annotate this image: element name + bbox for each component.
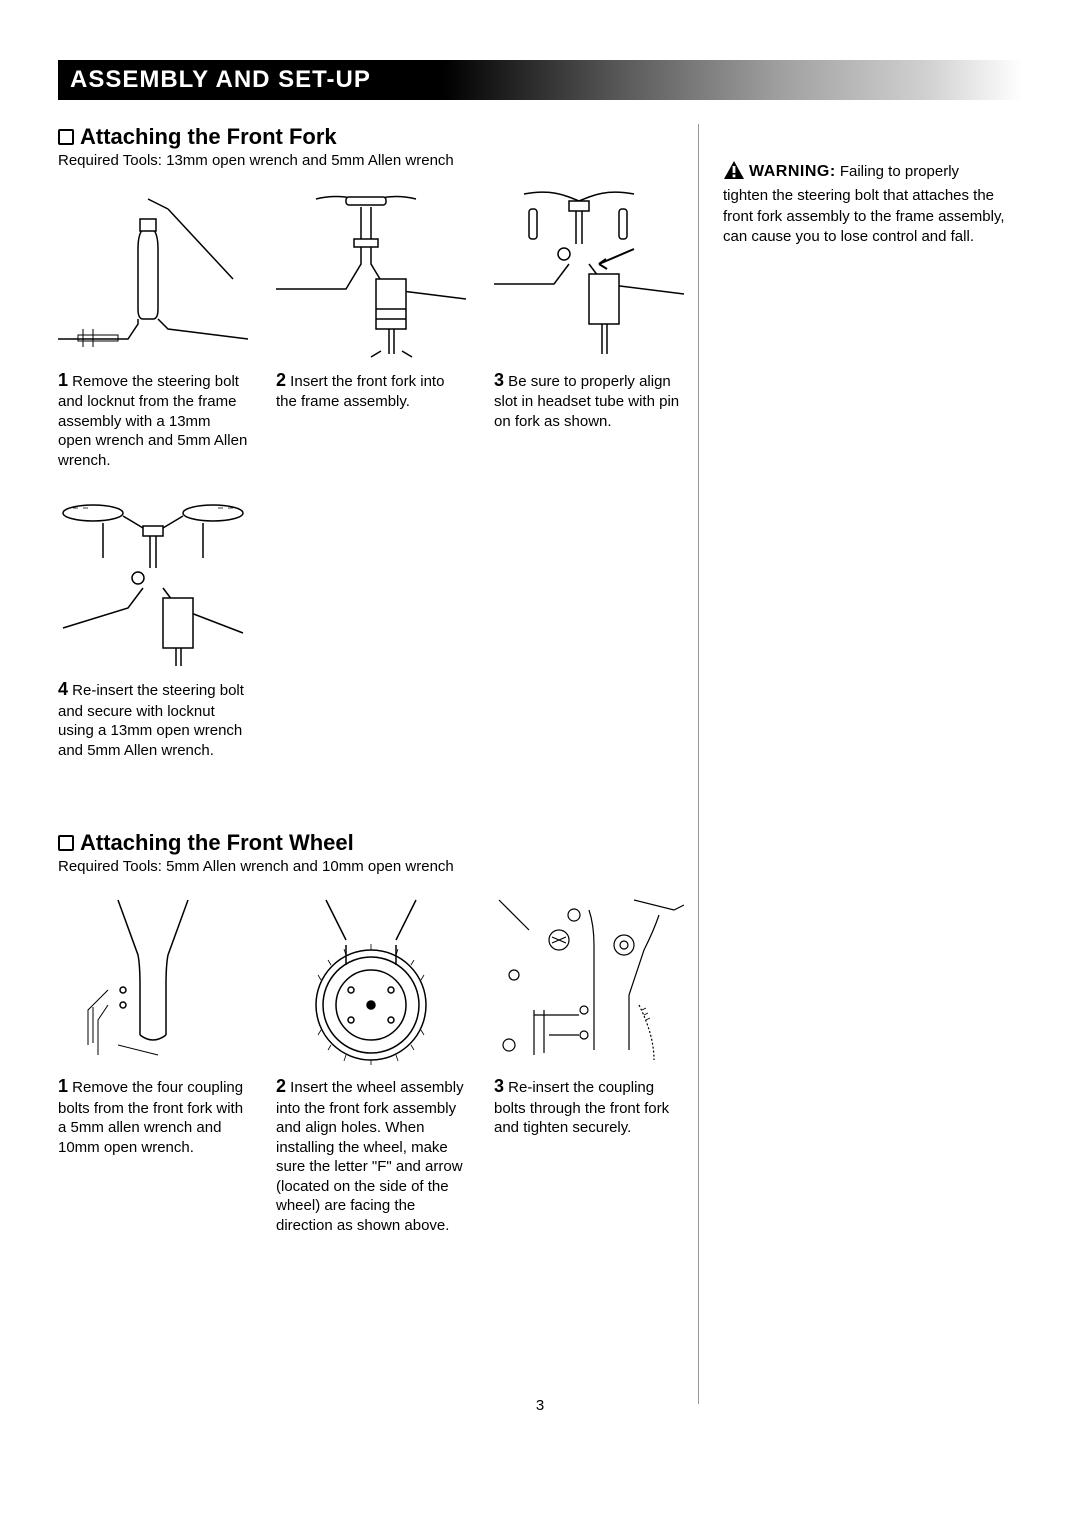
step-body: Insert the wheel assembly into the front…	[276, 1079, 464, 1233]
section1-required: Required Tools: 13mm open wrench and 5mm…	[58, 152, 688, 169]
section2-steps: 1 Remove the four coupling bolts from th…	[58, 895, 688, 1235]
step-diagram	[58, 498, 248, 668]
section1-steps: 1 Remove the steering bolt and locknut f…	[58, 189, 688, 760]
step: 3 Re-insert the coupling bolts through t…	[494, 895, 684, 1235]
step-text: 4 Re-insert the steering bolt and secure…	[58, 678, 248, 760]
step-number: 3	[494, 1076, 504, 1096]
warning-label: WARNING:	[749, 163, 836, 180]
content-columns: Attaching the Front Fork Required Tools:…	[58, 124, 1022, 1404]
section1-title: Attaching the Front Fork	[80, 124, 337, 150]
step: 2 Insert the front fork into the frame a…	[276, 189, 466, 470]
header-bar: ASSEMBLY AND SET-UP	[58, 60, 1022, 100]
step-text: 2 Insert the front fork into the frame a…	[276, 369, 466, 412]
warning-icon	[723, 160, 745, 186]
step-body: Insert the front fork into the frame ass…	[276, 373, 444, 410]
side-column: WARNING: Failing to properly tighten the…	[698, 124, 1008, 1404]
section2-required: Required Tools: 5mm Allen wrench and 10m…	[58, 858, 688, 875]
step-number: 2	[276, 1076, 286, 1096]
page-container: ASSEMBLY AND SET-UP Attaching the Front …	[0, 0, 1080, 1444]
step: 2 Insert the wheel assembly into the fro…	[276, 895, 466, 1235]
step-text: 2 Insert the wheel assembly into the fro…	[276, 1075, 466, 1235]
step-text: 1 Remove the steering bolt and locknut f…	[58, 369, 248, 470]
page-number: 3	[0, 1397, 1080, 1414]
section1-title-row: Attaching the Front Fork	[58, 124, 688, 150]
step-number: 1	[58, 1076, 68, 1096]
step-diagram	[276, 895, 466, 1065]
step-diagram	[276, 189, 466, 359]
step-diagram	[58, 189, 248, 359]
step-diagram	[494, 189, 684, 359]
step: 1 Remove the steering bolt and locknut f…	[58, 189, 248, 470]
header-title: ASSEMBLY AND SET-UP	[70, 66, 371, 94]
checkbox-icon	[58, 835, 74, 851]
step-diagram	[58, 895, 248, 1065]
section2-title: Attaching the Front Wheel	[80, 830, 354, 856]
step-body: Re-insert the steering bolt and secure w…	[58, 682, 244, 758]
step-number: 1	[58, 370, 68, 390]
section2-title-row: Attaching the Front Wheel	[58, 830, 688, 856]
step-diagram	[494, 895, 684, 1065]
step-number: 4	[58, 679, 68, 699]
step-text: 1 Remove the four coupling bolts from th…	[58, 1075, 248, 1157]
main-column: Attaching the Front Fork Required Tools:…	[58, 124, 688, 1404]
step-text: 3 Be sure to properly align slot in head…	[494, 369, 684, 431]
step: 3 Be sure to properly align slot in head…	[494, 189, 684, 470]
step-text: 3 Re-insert the coupling bolts through t…	[494, 1075, 684, 1137]
step-number: 2	[276, 370, 286, 390]
checkbox-icon	[58, 129, 74, 145]
step-body: Remove the four coupling bolts from the …	[58, 1079, 243, 1155]
step: 4 Re-insert the steering bolt and secure…	[58, 498, 248, 760]
step-body: Remove the steering bolt and locknut fro…	[58, 373, 247, 469]
step: 1 Remove the four coupling bolts from th…	[58, 895, 248, 1235]
step-body: Re-insert the coupling bolts through the…	[494, 1079, 669, 1136]
warning-block: WARNING: Failing to properly tighten the…	[723, 160, 1008, 247]
step-number: 3	[494, 370, 504, 390]
step-body: Be sure to properly align slot in headse…	[494, 373, 679, 430]
